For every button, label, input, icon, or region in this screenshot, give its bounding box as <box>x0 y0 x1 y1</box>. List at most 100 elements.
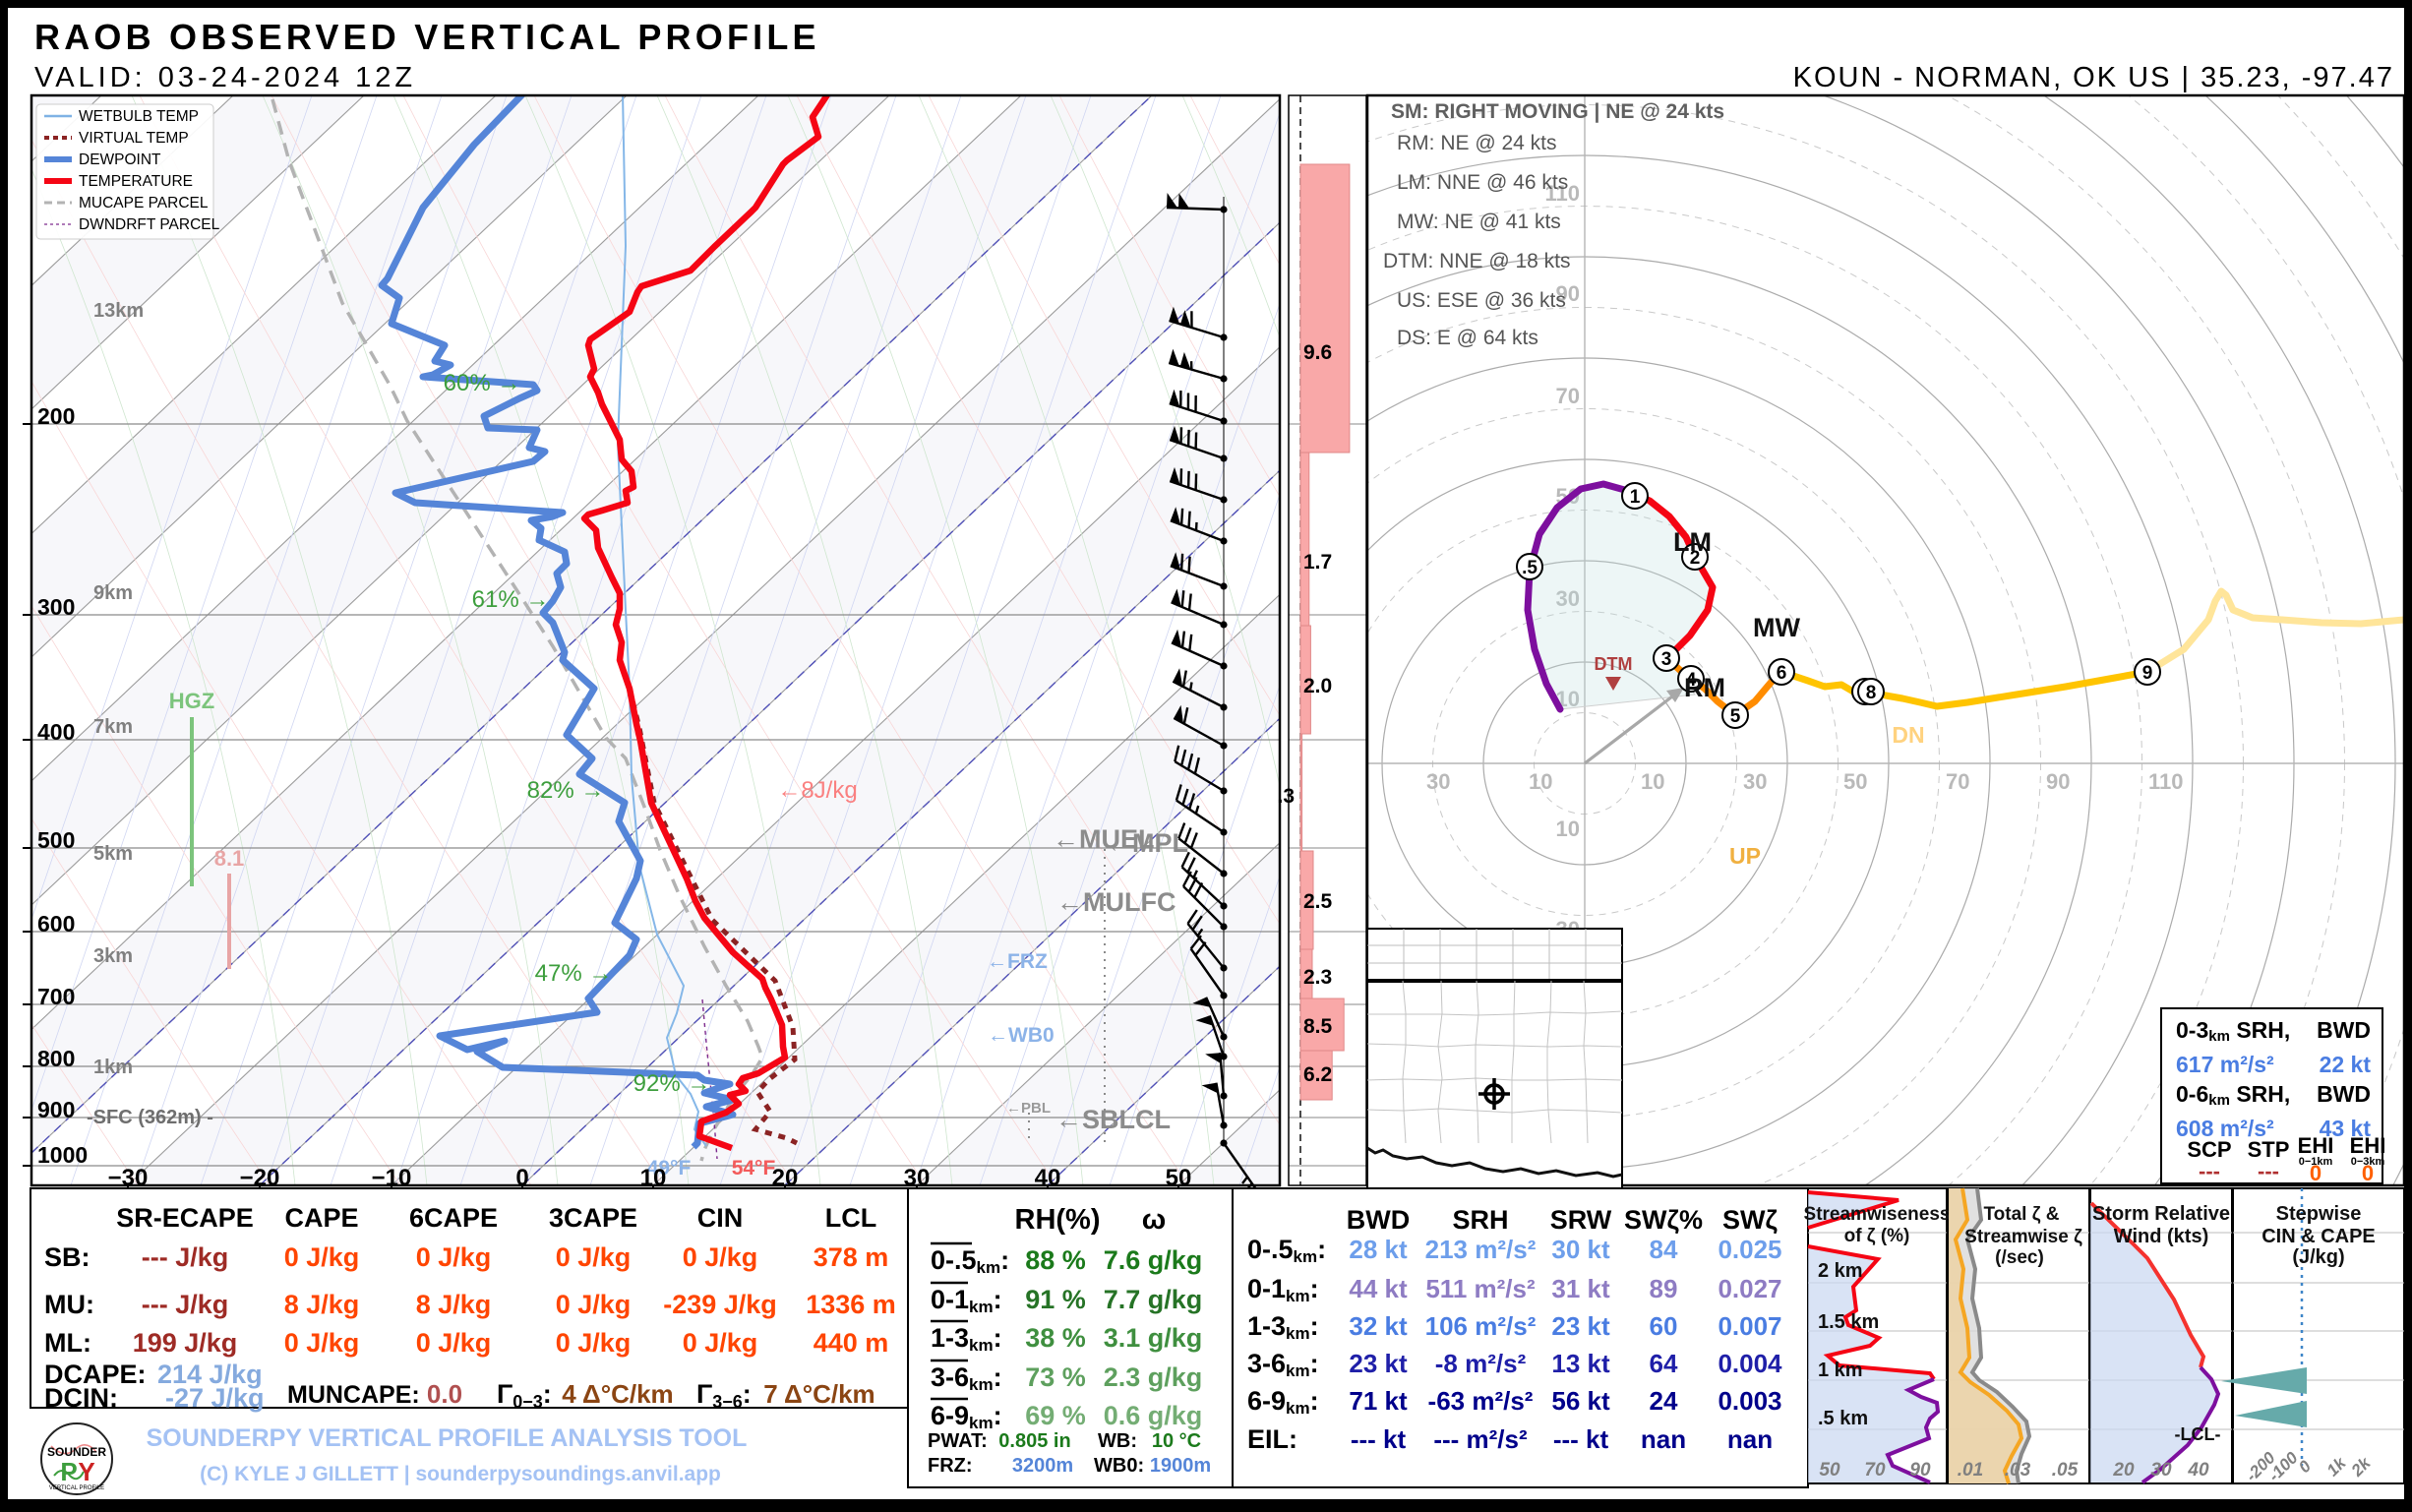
svg-text:CIN: CIN <box>697 1203 744 1233</box>
svg-text:8: 8 <box>1866 683 1877 703</box>
svg-text:--- m²/s²: --- m²/s² <box>1433 1424 1528 1454</box>
svg-text:EHI: EHI <box>2350 1133 2386 1158</box>
svg-text:EHI: EHI <box>2298 1133 2334 1158</box>
svg-text:3.1 g/kg: 3.1 g/kg <box>1104 1323 1203 1353</box>
svg-text:30: 30 <box>1426 769 1450 794</box>
svg-text:SOUNDERPY VERTICAL PROFILE ANA: SOUNDERPY VERTICAL PROFILE ANALYSIS TOOL <box>147 1424 748 1452</box>
svg-text:54°F: 54°F <box>732 1157 776 1179</box>
svg-text:−30: −30 <box>108 1165 149 1191</box>
svg-text:MU:: MU: <box>44 1290 94 1319</box>
svg-text:2.3 g/kg: 2.3 g/kg <box>1104 1362 1203 1392</box>
svg-text:Storm Relative: Storm Relative <box>2092 1203 2230 1225</box>
svg-text:Stepwise: Stepwise <box>2276 1203 2362 1225</box>
svg-text:BWD: BWD <box>1347 1205 1410 1235</box>
svg-text:8.5: 8.5 <box>1303 1015 1333 1038</box>
svg-text:30: 30 <box>2150 1460 2172 1481</box>
svg-text:WB0:: WB0: <box>1094 1455 1144 1477</box>
svg-text:8.1: 8.1 <box>214 846 245 871</box>
svg-text:VALID: 03-24-2024 12Z: VALID: 03-24-2024 12Z <box>34 62 416 93</box>
svg-text:800: 800 <box>37 1046 75 1071</box>
svg-text:3200m: 3200m <box>1012 1455 1073 1477</box>
svg-text:1: 1 <box>1630 487 1641 508</box>
svg-text:44 kt: 44 kt <box>1349 1274 1408 1303</box>
svg-text:213 m²/s²: 213 m²/s² <box>1425 1235 1537 1264</box>
svg-text:13km: 13km <box>93 300 144 322</box>
svg-text:700: 700 <box>37 984 75 1009</box>
svg-text:1900m: 1900m <box>1150 1455 1211 1477</box>
svg-text:7.7 g/kg: 7.7 g/kg <box>1104 1285 1203 1314</box>
svg-text:←SBLCL: ←SBLCL <box>1055 1105 1171 1134</box>
svg-text:ω: ω <box>1142 1204 1167 1236</box>
svg-text:70: 70 <box>1946 769 1969 794</box>
svg-text:0: 0 <box>2362 1161 2374 1185</box>
svg-text:←WB0: ←WB0 <box>988 1024 1055 1047</box>
svg-text:US: ESE @ 36 kts: US: ESE @ 36 kts <box>1397 289 1566 312</box>
svg-text:CIN & CAPE: CIN & CAPE <box>2261 1226 2376 1247</box>
svg-text:600: 600 <box>37 911 75 937</box>
svg-text:.05: .05 <box>2052 1460 2079 1481</box>
svg-text:FRZ:: FRZ: <box>928 1455 973 1477</box>
svg-text:PWAT:: PWAT: <box>928 1430 988 1452</box>
svg-text:7 Δ°C/km: 7 Δ°C/km <box>763 1379 874 1409</box>
svg-text:-27 J/kg: -27 J/kg <box>165 1383 265 1413</box>
svg-text:0 J/kg: 0 J/kg <box>683 1328 758 1358</box>
svg-text:MUCAPE PARCEL: MUCAPE PARCEL <box>79 195 209 212</box>
svg-text:0.0: 0.0 <box>427 1379 462 1409</box>
svg-text:VIRTUAL TEMP: VIRTUAL TEMP <box>79 130 189 147</box>
svg-text:40: 40 <box>2187 1460 2209 1481</box>
svg-text:TEMPERATURE: TEMPERATURE <box>79 173 193 190</box>
svg-text:LM: LM <box>1673 527 1712 557</box>
svg-text:--- J/kg: --- J/kg <box>142 1242 229 1272</box>
svg-text:DS: E @ 64 kts: DS: E @ 64 kts <box>1397 327 1538 349</box>
svg-text:9km: 9km <box>93 582 133 604</box>
svg-text:MW: NE @ 41 kts: MW: NE @ 41 kts <box>1397 211 1561 233</box>
svg-text:60: 60 <box>1650 1311 1678 1341</box>
svg-text:0.805 in: 0.805 in <box>998 1430 1070 1452</box>
svg-text:3km: 3km <box>93 945 133 967</box>
svg-text:88 %: 88 % <box>1025 1245 1086 1275</box>
svg-text:MW: MW <box>1753 613 1800 642</box>
svg-text:617 m²/s²: 617 m²/s² <box>2176 1052 2274 1077</box>
svg-text:31 kt: 31 kt <box>1551 1274 1610 1303</box>
svg-text:←8J/kg: ←8J/kg <box>777 777 857 804</box>
svg-text:28 kt: 28 kt <box>1349 1235 1408 1264</box>
svg-text:0 J/kg: 0 J/kg <box>556 1328 632 1358</box>
svg-text:SM: RIGHT MOVING | NE @ 24 kts: SM: RIGHT MOVING | NE @ 24 kts <box>1391 100 1724 123</box>
svg-text:Y: Y <box>78 1457 94 1486</box>
svg-text:84: 84 <box>1650 1235 1678 1264</box>
svg-text:24: 24 <box>1650 1386 1678 1416</box>
svg-text:1.7: 1.7 <box>1303 551 1332 574</box>
svg-text:500: 500 <box>37 827 75 853</box>
svg-text:60% →: 60% → <box>444 370 521 396</box>
svg-text:10: 10 <box>640 1165 667 1191</box>
svg-text:RM: NE @ 24 kts: RM: NE @ 24 kts <box>1397 132 1557 154</box>
svg-text:nan: nan <box>1641 1424 1686 1454</box>
svg-text:.5 km: .5 km <box>1818 1408 1868 1429</box>
svg-text:--- kt: --- kt <box>1351 1424 1407 1454</box>
svg-text:0-3km SRH,: 0-3km SRH, <box>2176 1017 2290 1045</box>
svg-text:RAOB OBSERVED VERTICAL PROFILE: RAOB OBSERVED VERTICAL PROFILE <box>34 17 820 57</box>
svg-text:CAPE: CAPE <box>284 1203 358 1233</box>
svg-text:Wind (kts): Wind (kts) <box>2114 1226 2208 1247</box>
svg-text:20: 20 <box>772 1165 799 1191</box>
svg-text:50: 50 <box>1166 1165 1192 1191</box>
svg-text:SB:: SB: <box>44 1242 90 1272</box>
svg-text:0 J/kg: 0 J/kg <box>416 1242 492 1272</box>
svg-text:WB:: WB: <box>1098 1430 1137 1452</box>
svg-text:300: 300 <box>37 594 75 620</box>
svg-text:3CAPE: 3CAPE <box>549 1203 637 1233</box>
svg-text:200: 200 <box>37 403 75 429</box>
svg-text:10: 10 <box>1641 769 1664 794</box>
svg-text:400: 400 <box>37 719 75 745</box>
svg-text:511 m²/s²: 511 m²/s² <box>1425 1274 1536 1303</box>
svg-text:Streamwise ζ: Streamwise ζ <box>1964 1227 2082 1247</box>
svg-text:WETBULB TEMP: WETBULB TEMP <box>79 108 199 125</box>
svg-text:40: 40 <box>1035 1165 1061 1191</box>
svg-text:DEWPOINT: DEWPOINT <box>79 151 161 168</box>
svg-text:LM: NNE @ 46 kts: LM: NNE @ 46 kts <box>1397 171 1568 194</box>
svg-text:--- kt: --- kt <box>1553 1424 1609 1454</box>
svg-text:←PBL: ←PBL <box>1006 1100 1051 1117</box>
svg-text:UP: UP <box>1729 843 1761 869</box>
svg-text:SWζ%: SWζ% <box>1624 1205 1703 1235</box>
svg-text:73 %: 73 % <box>1025 1362 1086 1392</box>
